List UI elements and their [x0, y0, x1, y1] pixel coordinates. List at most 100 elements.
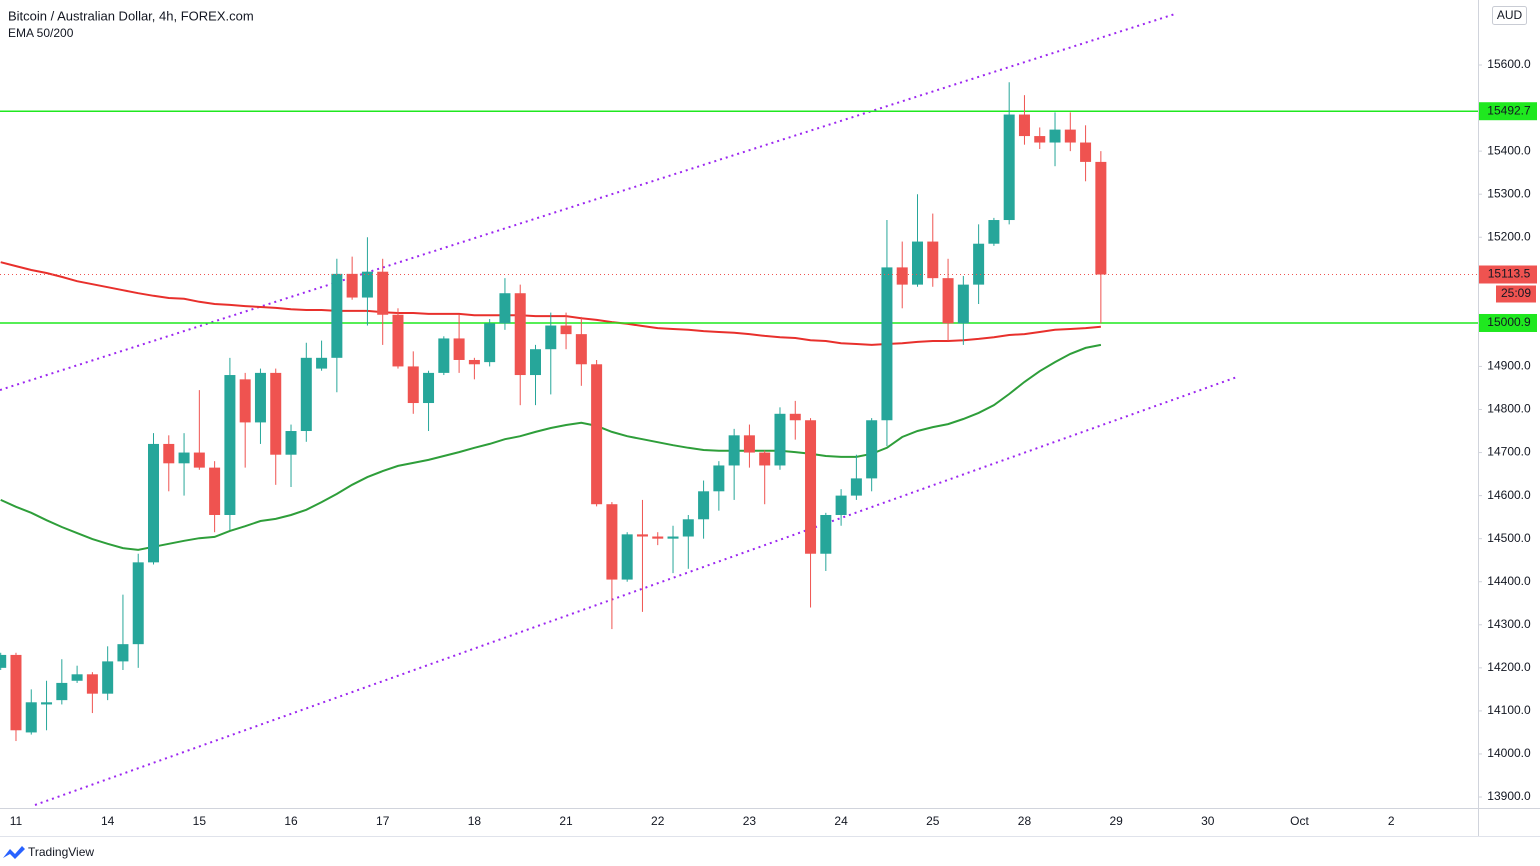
y-tick-label: 14500.0	[1487, 531, 1531, 545]
candle-body	[132, 562, 144, 645]
y-tick-label: 14100.0	[1487, 703, 1531, 717]
candle-body	[698, 491, 710, 520]
x-tick-label: 2	[1388, 814, 1395, 828]
candle-body	[453, 338, 465, 360]
candle-body	[912, 241, 923, 285]
candle-body	[423, 372, 435, 404]
y-tick-label: 15200.0	[1487, 229, 1531, 243]
candle-body	[392, 314, 404, 367]
price-line-label: 15000.9	[1487, 315, 1531, 329]
candle-body	[86, 674, 98, 694]
candle-body	[407, 366, 419, 404]
y-tick-label: 14400.0	[1487, 574, 1531, 588]
plot-area	[0, 13, 1478, 806]
currency-label[interactable]: AUD	[1497, 8, 1523, 22]
candle-body	[774, 413, 786, 466]
candle-body	[606, 504, 618, 580]
candle-body	[178, 452, 190, 464]
candle-body	[300, 357, 312, 432]
x-tick-label: 25	[926, 814, 940, 828]
y-tick-label: 14000.0	[1487, 746, 1531, 760]
candle-body	[468, 359, 480, 365]
candle-body	[239, 379, 251, 423]
candle-body	[270, 372, 282, 455]
price-line-label: 15492.7	[1487, 103, 1531, 117]
candle-body	[896, 267, 908, 285]
candle-body	[25, 702, 37, 733]
x-tick-label: 28	[1018, 814, 1032, 828]
x-tick-label: 17	[376, 814, 390, 828]
candle-body	[682, 519, 694, 537]
y-tick-label: 15400.0	[1487, 143, 1531, 157]
brand-icon	[3, 846, 25, 859]
x-tick-label: 11	[10, 814, 23, 828]
y-tick-label: 14200.0	[1487, 660, 1531, 674]
candle-body	[1080, 142, 1092, 162]
currency-box[interactable]	[1492, 6, 1527, 25]
candle-body	[866, 420, 878, 479]
brand-logo[interactable]: TradingView	[3, 845, 94, 859]
x-tick-label: 14	[101, 814, 115, 828]
candle-body	[10, 654, 22, 731]
chart-title: Bitcoin / Australian Dollar, 4h, FOREX.c…	[8, 8, 254, 23]
last-price-label: 15113.5	[1488, 267, 1531, 281]
candle-body	[759, 452, 771, 466]
candle-body	[71, 674, 83, 681]
x-tick-label: 21	[559, 814, 573, 828]
x-tick-label: 22	[651, 814, 665, 828]
y-tick-label: 13900.0	[1487, 789, 1531, 803]
candle-body	[1018, 114, 1030, 137]
candle-body	[254, 372, 266, 423]
candle-body	[148, 443, 159, 563]
candle-body	[942, 278, 954, 324]
y-tick-label: 15300.0	[1487, 186, 1531, 200]
candle-body	[209, 467, 221, 515]
candle-body	[850, 478, 862, 496]
candle-body	[973, 243, 985, 285]
y-tick-label: 15600.0	[1487, 57, 1531, 71]
candle-body	[285, 431, 297, 455]
candle-body	[1049, 129, 1061, 143]
candle-body	[957, 284, 969, 324]
candle-body	[193, 452, 205, 468]
candle-body	[835, 495, 847, 515]
candle-body	[636, 534, 648, 537]
candle-body	[117, 644, 129, 662]
candle-body	[805, 420, 817, 554]
candle-body	[499, 293, 511, 324]
candle-body	[743, 435, 755, 453]
last-price-tag	[1479, 265, 1537, 284]
candle-body	[1034, 136, 1046, 143]
trend-channel-upper	[0, 13, 1176, 391]
candle-body	[621, 534, 633, 580]
y-tick-label: 14300.0	[1487, 617, 1531, 631]
x-tick-label: 16	[284, 814, 298, 828]
countdown-label: 25:09	[1501, 286, 1531, 300]
candle-body	[728, 435, 740, 466]
y-tick-label: 14700.0	[1487, 445, 1531, 459]
candle-body	[545, 325, 557, 350]
candle-body	[41, 702, 53, 705]
indicator-label: EMA 50/200	[8, 26, 74, 40]
price-line-tag	[1479, 102, 1537, 121]
candle-body	[224, 375, 236, 515]
candle-body	[0, 654, 7, 668]
x-tick-label: 18	[468, 814, 482, 828]
candle-body	[820, 514, 832, 554]
candle-body	[591, 364, 603, 505]
candle-body	[560, 325, 572, 335]
y-tick-label: 14900.0	[1487, 359, 1531, 373]
candle-body	[438, 338, 450, 373]
x-tick-label: Oct	[1290, 814, 1309, 828]
candle-body	[163, 443, 175, 464]
candle-body	[316, 357, 328, 369]
candle-body	[652, 536, 664, 539]
candle-body	[56, 682, 68, 701]
x-tick-label: 30	[1201, 814, 1215, 828]
candle-body	[377, 271, 389, 315]
x-tick-label: 15	[193, 814, 207, 828]
candle-body	[514, 293, 526, 376]
candle-body	[667, 536, 679, 539]
candle-body	[927, 241, 939, 279]
y-tick-label: 14600.0	[1487, 488, 1531, 502]
